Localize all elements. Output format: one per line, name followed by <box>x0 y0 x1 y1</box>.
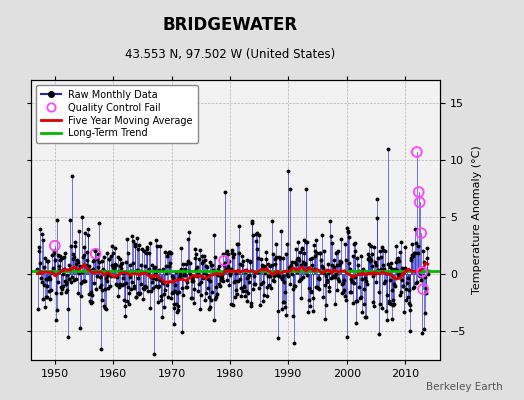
Point <box>419 286 427 292</box>
Point <box>412 149 421 155</box>
Text: BRIDGEWATER: BRIDGEWATER <box>163 16 298 34</box>
Point <box>418 269 427 275</box>
Point <box>417 230 425 236</box>
Text: 43.553 N, 97.502 W (United States): 43.553 N, 97.502 W (United States) <box>125 48 336 61</box>
Y-axis label: Temperature Anomaly (°C): Temperature Anomaly (°C) <box>472 146 482 294</box>
Point <box>414 189 423 195</box>
Point <box>220 257 228 264</box>
Legend: Raw Monthly Data, Quality Control Fail, Five Year Moving Average, Long-Term Tren: Raw Monthly Data, Quality Control Fail, … <box>36 85 198 143</box>
Point <box>92 250 100 257</box>
Text: Berkeley Earth: Berkeley Earth <box>427 382 503 392</box>
Point <box>416 199 424 206</box>
Point <box>51 242 59 249</box>
